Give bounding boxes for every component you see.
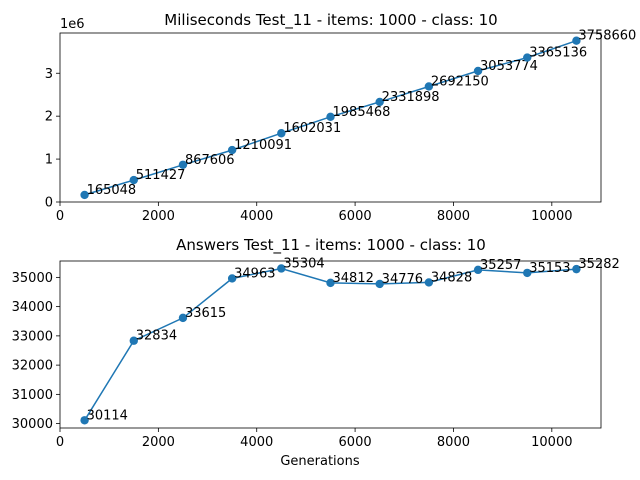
data-point: [178, 313, 188, 323]
x-tick-label: 10000: [531, 209, 572, 224]
x-tick-label: 6000: [339, 435, 372, 450]
data-point: [523, 53, 532, 62]
data-point: [326, 112, 335, 121]
data-label: 35257: [480, 258, 521, 273]
data-point: [129, 175, 138, 185]
data-label: 33615: [185, 306, 226, 321]
data-label: 1602031: [283, 121, 341, 136]
x-tick-label: 8000: [437, 209, 470, 224]
data-point: [473, 66, 483, 76]
data-point: [572, 264, 581, 274]
y-tick-label: 3: [45, 67, 53, 82]
data-point: [572, 36, 581, 45]
data-point: [80, 190, 89, 200]
data-label: 35304: [283, 256, 324, 271]
x-tick-label: 0: [56, 435, 64, 450]
y-tick-label: 31000: [12, 388, 53, 403]
data-label: 30114: [87, 408, 128, 423]
data-point: [227, 145, 237, 155]
chart-title: Miliseconds Test_11 - items: 1000 - clas…: [164, 11, 497, 30]
y-offset-label: 1e6: [60, 17, 85, 32]
data-label: 2331898: [382, 90, 440, 105]
data-label: 34776: [382, 272, 423, 287]
y-tick-label: 1: [45, 153, 53, 168]
data-label: 35153: [529, 261, 570, 276]
data-label: 3758660: [578, 29, 636, 44]
data-label: 511427: [136, 168, 186, 183]
data-label: 1985468: [333, 105, 391, 120]
data-point: [375, 279, 384, 289]
chart-miliseconds: Miliseconds Test_11 - items: 1000 - clas…: [45, 11, 637, 224]
x-tick-label: 4000: [240, 209, 273, 224]
data-point: [80, 416, 89, 425]
data-point: [277, 264, 286, 273]
data-label: 34812: [333, 271, 374, 286]
data-point: [424, 278, 434, 287]
data-label: 1210091: [234, 138, 292, 153]
chart-answers: Answers Test_11 - items: 1000 - class: 1…: [12, 236, 620, 469]
axes-frame: [59, 260, 602, 429]
data-label: 3365136: [529, 46, 587, 61]
data-point: [326, 278, 335, 288]
data-point: [473, 265, 483, 275]
data-label: 3053774: [480, 59, 538, 74]
axes-frame: [59, 32, 602, 203]
x-axis-label: Generations: [280, 454, 360, 469]
y-tick-label: 0: [45, 196, 53, 211]
y-tick-label: 34000: [12, 300, 53, 315]
data-label: 34828: [431, 270, 472, 285]
data-label: 32834: [136, 329, 177, 344]
data-point: [375, 97, 384, 107]
x-tick-label: 2000: [142, 209, 175, 224]
x-tick-label: 0: [56, 209, 64, 224]
data-point: [178, 160, 188, 169]
x-tick-label: 4000: [240, 435, 273, 450]
data-point: [277, 129, 286, 138]
data-label: 2692150: [431, 74, 489, 89]
y-tick-label: 30000: [12, 417, 53, 432]
x-tick-label: 8000: [437, 435, 470, 450]
y-tick-label: 35000: [12, 271, 53, 286]
data-point: [424, 82, 434, 91]
x-tick-label: 6000: [339, 209, 372, 224]
y-tick-label: 2: [45, 110, 53, 125]
data-label: 165048: [87, 183, 137, 198]
data-point: [129, 336, 138, 345]
y-tick-label: 32000: [12, 359, 53, 374]
chart-title: Answers Test_11 - items: 1000 - class: 1…: [176, 236, 486, 255]
x-tick-label: 2000: [142, 435, 175, 450]
data-label: 34963: [234, 266, 275, 281]
y-tick-label: 33000: [12, 329, 53, 344]
data-point: [523, 268, 532, 278]
data-point: [227, 274, 237, 283]
x-tick-label: 10000: [531, 435, 572, 450]
data-label: 867606: [185, 153, 235, 168]
data-label: 35282: [578, 257, 619, 272]
